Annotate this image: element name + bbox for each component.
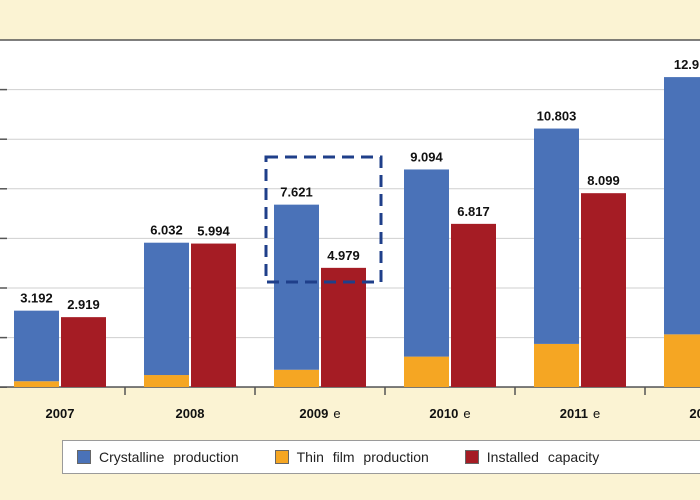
bar-thin-film	[14, 381, 59, 387]
data-label-installed: 6.817	[457, 204, 490, 219]
bar-thin-film	[144, 375, 189, 387]
data-label-production: 7.621	[280, 185, 313, 200]
legend-item-thin-film: Thin film production	[274, 449, 429, 465]
bar-thin-film	[534, 343, 579, 387]
bar-installed	[581, 193, 626, 387]
bar-crystalline	[14, 310, 59, 382]
data-labels: 3.192 2.919 6.032 5.994 7.621 4.979 9.094 6.817…	[20, 57, 699, 312]
bar-crystalline	[534, 128, 579, 344]
legend-item-crystalline: Crystalline production	[77, 449, 239, 465]
data-label-production: 9.094	[410, 149, 443, 164]
data-label-production: 10.803	[537, 109, 577, 124]
legend-swatch-thin-film	[274, 450, 289, 464]
data-label-installed: 8.099	[587, 173, 620, 188]
legend-label-thin-film: Thin film production	[296, 449, 429, 465]
legend-label-installed: Installed capacity	[486, 449, 600, 465]
estimate-suffix: e	[333, 406, 340, 421]
bars	[14, 77, 700, 387]
bar-thin-film	[404, 356, 449, 387]
bar-crystalline	[144, 242, 189, 376]
x-tick-label: 2007	[46, 406, 75, 421]
estimate-suffix: e	[463, 406, 470, 421]
x-tick-label: 2008	[176, 406, 205, 421]
bar-installed	[191, 243, 236, 387]
x-tick-label: 2009 e	[299, 406, 340, 421]
highlight-dashed-box	[264, 155, 383, 284]
estimate-suffix: e	[593, 406, 600, 421]
data-label-production: 6.032	[150, 223, 183, 238]
legend-swatch-installed	[464, 450, 479, 464]
bar-installed	[61, 317, 106, 387]
x-tick-label: 2012e	[689, 406, 700, 421]
data-label-installed: 5.994	[197, 224, 230, 239]
legend-label-crystalline: Crystalline production	[99, 449, 239, 465]
x-tick-label: 2010 e	[429, 406, 470, 421]
bar-crystalline	[274, 204, 319, 370]
bar-installed	[451, 223, 496, 387]
annotations	[264, 155, 383, 284]
data-label-production: 3.192	[20, 291, 53, 306]
legend: Crystalline production Thin film product…	[62, 440, 700, 474]
legend-item-installed: Installed capacity	[464, 449, 600, 465]
bar-crystalline	[404, 169, 449, 357]
data-label-production: 12.9	[674, 57, 699, 72]
data-label-installed: 2.919	[67, 297, 100, 312]
bar-thin-film	[274, 369, 319, 387]
x-tick-label: 2011 e	[560, 406, 600, 421]
legend-swatch-crystalline	[77, 450, 91, 464]
data-label-installed: 4.979	[327, 248, 360, 263]
bar-thin-film	[664, 334, 700, 387]
bar-installed	[321, 267, 366, 387]
bar-crystalline	[664, 77, 700, 335]
